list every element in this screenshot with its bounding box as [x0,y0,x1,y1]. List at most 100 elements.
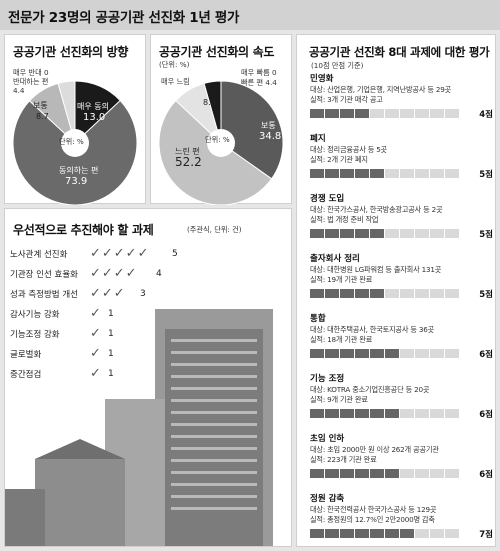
unit-label-2: 단위: % [205,135,230,144]
score-segment [355,289,369,298]
check-icon-bar: ✓ [90,326,102,341]
task-score-bar [310,469,459,478]
score-segment [370,229,384,238]
score-segment [355,469,369,478]
score-segment [310,529,324,538]
priority-row-label: 성과 측정방법 개선 [10,290,78,300]
priority-row-label: 기능조정 강화 [10,330,60,340]
task-name: 초임 인하 [310,434,345,444]
check-icon-bar: ✓ [90,346,102,361]
agree-label: 동의하는 편 [59,166,99,175]
priority-row-count: 1 [108,349,114,359]
score-segment [370,109,384,118]
score-segment [340,289,354,298]
score-segment [385,349,399,358]
score-segment [400,469,414,478]
score-segment [325,529,339,538]
task-score: 5점 [479,230,493,240]
score-segment [325,349,339,358]
score-segment [340,229,354,238]
task-name: 민영화 [310,74,334,84]
task-score: 4점 [479,110,493,120]
task-result: 실적: 2개 기관 폐지 [310,155,368,164]
score-segment [310,169,324,178]
score-segment [430,289,444,298]
score-segment [355,169,369,178]
score-segment [400,349,414,358]
score-segment [415,289,429,298]
normal-speed-label: 보통 [261,121,276,130]
task-score: 6점 [479,410,493,420]
task-target: 대상: 한국가스공사, 한국방송광고공사 등 2곳 [310,205,443,214]
priority-row-count: 1 [108,369,114,379]
task-result: 실적: 총정원의 12.7%인 2만2000명 감축 [310,515,435,524]
score-segment [400,409,414,418]
slow-label: 느린 편 [175,147,200,156]
pie-center [61,129,89,157]
normal-label: 보통 [33,101,48,110]
check-icon-bar: ✓✓✓✓ [90,266,138,281]
score-segment [370,469,384,478]
task-score: 7점 [479,530,493,540]
score-segment [340,169,354,178]
task-name: 기능 조정 [310,374,345,384]
task-result: 실적: 19개 기관 완료 [310,275,373,284]
task-score: 5점 [479,170,493,180]
pie-center [207,129,235,157]
task-score: 5점 [479,290,493,300]
score-segment [430,169,444,178]
score-segment [310,289,324,298]
oppose-label: 반대하는 편 [13,77,49,86]
agree-value: 73.9 [65,176,88,187]
task-score-bar [310,529,459,538]
task-item: 경쟁 도입 대상: 한국가스공사, 한국방송광고공사 등 2곳 실적: 법 개정 준… [310,192,493,250]
score-segment [310,409,324,418]
score-segment [355,529,369,538]
score-segment [445,469,459,478]
score-segment [430,469,444,478]
task-item: 정원 감축 대상: 한국전력공사 한국가스공사 등 129곳 실적: 총정원의 12… [310,492,493,550]
very-agree-label: 매우 동의 [77,102,109,111]
score-segment [385,469,399,478]
task-target: 대상: 정리금융공사 등 5곳 [310,145,387,154]
score-segment [325,109,339,118]
tasks-title: 공공기관 선진화 8대 과제에 대한 평가 [309,45,490,59]
score-segment [370,289,384,298]
check-icon-bar: ✓ [90,306,102,321]
score-segment [415,109,429,118]
score-segment [400,529,414,538]
tasks-unit: (10점 만점 기준) [311,61,364,70]
task-target: 대상: 초임 2000만 원 이상 262개 공공기관 [310,445,439,454]
pie-slice-normal [220,80,284,180]
direction-panel: 공공기관 선진화의 방향 매우 반대 0 반대하는 편 4.4 보통 8.7 매… [4,34,146,205]
priority-panel: 우선적으로 추진해야 할 과제 (주관식, 단위: 건) [4,208,292,547]
task-score-bar [310,409,459,418]
task-result: 실적: 3개 기관 매각 공고 [310,95,383,104]
priority-row-count: 5 [172,249,178,259]
score-segment [385,529,399,538]
speed-pie [158,80,284,205]
score-segment [355,409,369,418]
speed-unit-top: (단위: %) [159,60,190,69]
score-segment [355,349,369,358]
score-segment [400,289,414,298]
check-icon-bar: ✓ [90,366,102,381]
score-segment [445,109,459,118]
score-segment [415,469,429,478]
score-segment [400,229,414,238]
task-name: 정원 감축 [310,494,345,504]
score-segment [385,409,399,418]
direction-pie [12,80,138,205]
priority-row-count: 3 [140,289,146,299]
page-title: 전문가 23명의 공공기관 선진화 1년 평가 [8,10,240,26]
score-segment [415,409,429,418]
score-segment [310,349,324,358]
very-agree-value: 13.0 [83,112,106,123]
score-segment [370,529,384,538]
priority-row-label: 노사관계 선진화 [10,250,68,260]
very-slow-label: 매우 느림 [161,77,190,86]
task-target: 대상: KOTRA 중소기업진흥공단 등 20곳 [310,385,430,394]
score-segment [445,349,459,358]
task-result: 실적: 법 개정 준비 작업 [310,215,379,224]
score-segment [325,229,339,238]
